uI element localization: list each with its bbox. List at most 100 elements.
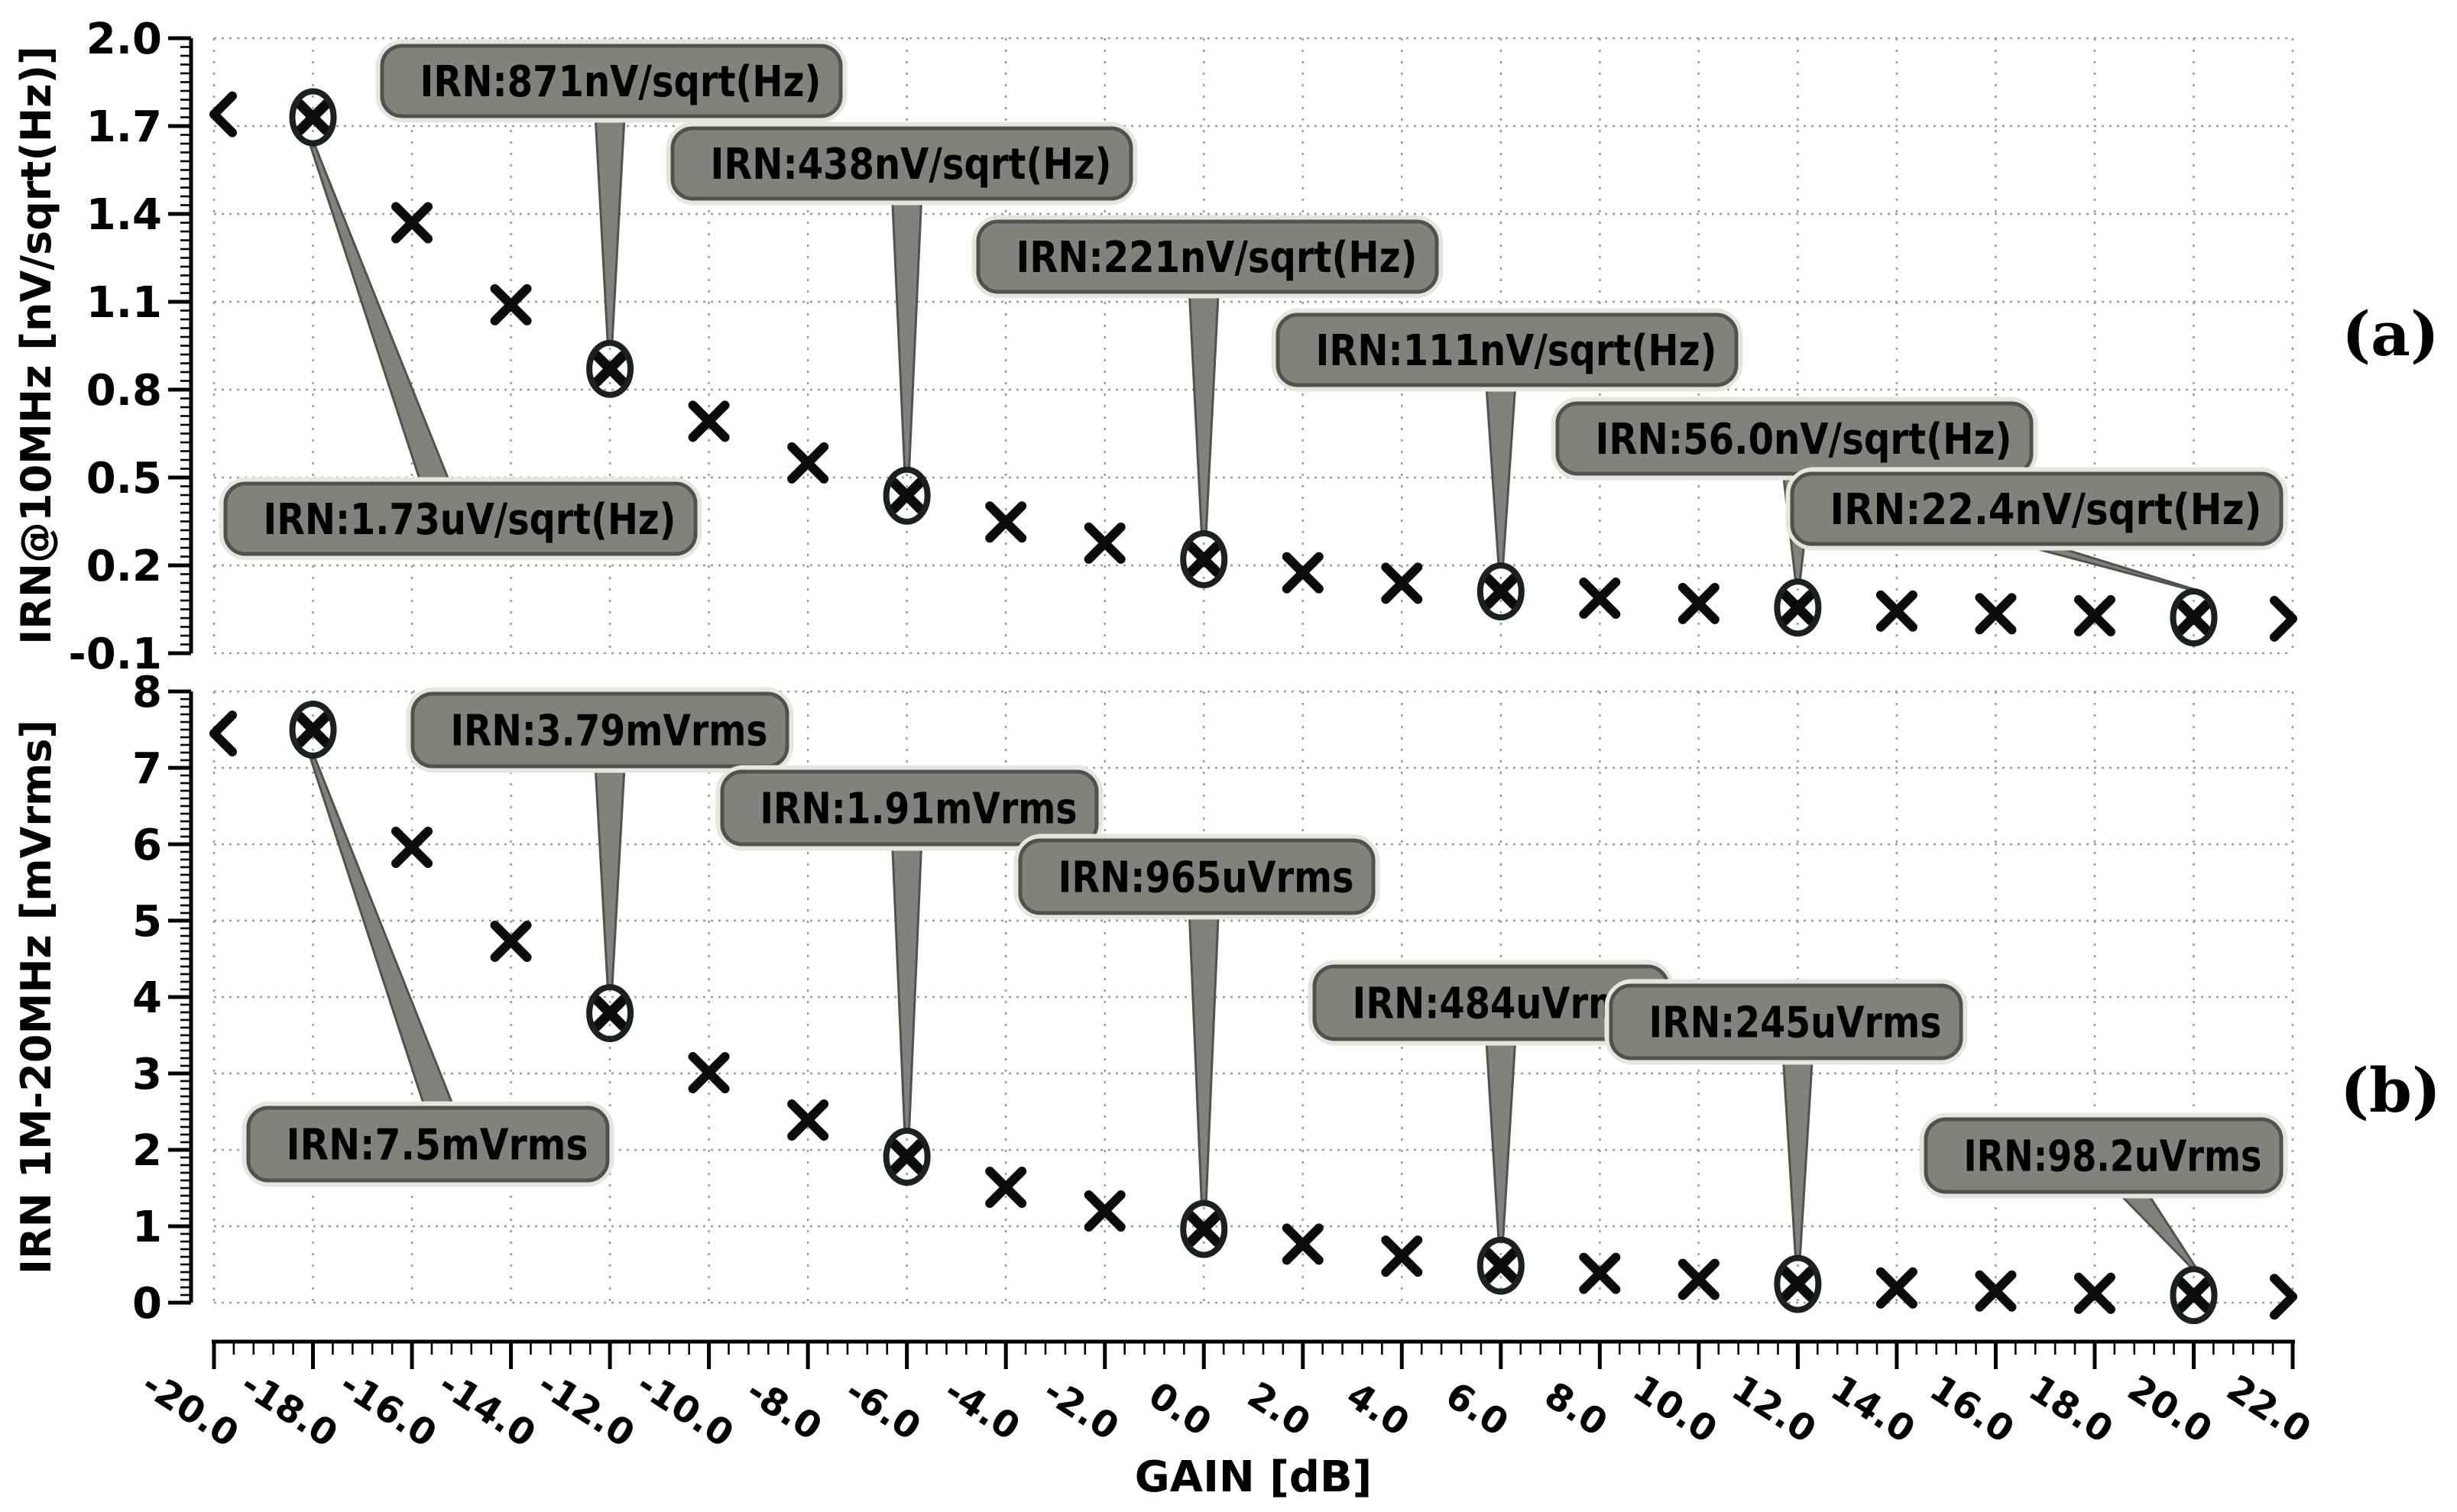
callout-box — [1609, 983, 1963, 1060]
x-marker-icon — [985, 501, 1027, 543]
x-tick-label: 6.0 — [1438, 1374, 1516, 1445]
callout-tail — [309, 757, 456, 1109]
callout-tail-layer — [309, 115, 2199, 1269]
data-point-circled — [1180, 1200, 1228, 1258]
y-tick-label: 0.8 — [86, 366, 162, 416]
callout-tail — [1188, 290, 1220, 533]
callout-label: IRN:22.4nV/sqrt(Hz) — [1830, 485, 2262, 535]
data-point — [2073, 594, 2115, 636]
callout-halo — [1919, 1112, 2288, 1199]
data-point — [1579, 577, 1621, 619]
x-marker-icon — [1975, 1270, 2017, 1312]
callout-tail — [594, 765, 626, 987]
callout-label: IRN:965uVrms — [1058, 853, 1354, 903]
x-tick-label: 2.0 — [1240, 1374, 1318, 1445]
x-marker-icon — [592, 995, 628, 1031]
y-tick-label: 0 — [132, 1279, 162, 1329]
callout-box — [1276, 312, 1739, 387]
callout-label: IRN:98.2uVrms — [1964, 1132, 2262, 1182]
x-tick-label: 4.0 — [1339, 1374, 1417, 1445]
x-marker-icon — [1579, 577, 1621, 619]
x-tick-label: -16.0 — [332, 1362, 444, 1455]
y-tick-label: 7 — [132, 744, 162, 794]
marker-ring-icon — [883, 466, 931, 525]
callout-box — [720, 769, 1099, 847]
marker-ring-icon — [1774, 1255, 1822, 1313]
data-point-circled — [1774, 1255, 1822, 1313]
x-marker-icon — [295, 99, 332, 135]
data-point — [1579, 1252, 1621, 1294]
data-point — [688, 400, 730, 442]
edge-marker-icon — [2270, 1274, 2297, 1320]
data-point — [1875, 1267, 1917, 1309]
x-marker-icon — [295, 711, 332, 748]
x-marker-icon — [1677, 1258, 1720, 1300]
y-tick-label: 3 — [132, 1050, 162, 1099]
data-point-circled — [1476, 1236, 1525, 1295]
marker-ring-icon — [1180, 1200, 1228, 1258]
callout-tail — [891, 843, 923, 1131]
y-tick-label: 8 — [132, 668, 162, 717]
x-marker-icon — [490, 283, 532, 325]
data-point — [2270, 1274, 2297, 1320]
marker-ring-icon — [586, 984, 634, 1042]
callout-label: IRN:3.79mVrms — [451, 707, 768, 756]
x-tick-label: 18.0 — [2021, 1367, 2121, 1452]
data-point — [1975, 1270, 2017, 1312]
x-marker-icon — [1185, 1211, 1222, 1247]
x-tick-label: 20.0 — [2120, 1367, 2219, 1452]
x-marker-icon — [2175, 599, 2212, 636]
x-tick-label: 0.0 — [1141, 1374, 1219, 1445]
data-point-circled — [1476, 562, 1525, 621]
marker-ring-icon — [1476, 1236, 1525, 1295]
data-point — [1677, 1258, 1720, 1300]
callout-label: IRN:245uVrms — [1649, 999, 1942, 1048]
callout-tail — [309, 145, 452, 485]
data-point — [209, 91, 237, 138]
data-point — [1282, 552, 1324, 594]
data-point — [2270, 595, 2297, 642]
x-tick-label: -14.0 — [431, 1362, 543, 1455]
x-tick-label: -4.0 — [937, 1370, 1028, 1449]
callout-halo — [219, 477, 702, 561]
x-marker-icon — [391, 202, 433, 244]
edge-marker-icon — [209, 711, 237, 756]
callout-box — [1555, 401, 2034, 476]
x-axis-title: GAIN [dB] — [1135, 1452, 1372, 1502]
callout-box — [976, 219, 1439, 294]
data-point-circled — [2170, 588, 2218, 647]
marker-ring-icon — [883, 1128, 931, 1186]
x-tick-label: 12.0 — [1724, 1367, 1823, 1452]
x-marker-icon — [1975, 593, 2017, 635]
data-point-circled — [586, 984, 634, 1042]
y-tick-label: 1.7 — [86, 102, 162, 152]
marker-ring-icon — [1774, 578, 1822, 637]
data-point-circled — [289, 88, 337, 147]
callout-halo — [241, 1101, 614, 1187]
x-marker-icon — [1875, 590, 1917, 632]
x-tick-label: 22.0 — [2219, 1367, 2319, 1452]
data-point — [1084, 522, 1126, 564]
y-tick-label: 0.2 — [86, 542, 162, 591]
y-tick-label: 1.1 — [86, 278, 162, 328]
callout-tail — [1188, 911, 1220, 1203]
data-point — [1677, 582, 1720, 624]
y-tick-label: 1.4 — [86, 190, 162, 240]
data-point — [490, 283, 532, 325]
callout-halo — [1271, 308, 1743, 392]
callout-tail — [2018, 542, 2196, 591]
x-marker-icon — [688, 1052, 730, 1093]
y-tick-label: 4 — [132, 973, 162, 1023]
callout-halo — [375, 39, 848, 123]
callout-label: IRN:1.91mVrms — [760, 785, 1078, 834]
callout-halo — [406, 687, 794, 773]
x-tick-label: -20.0 — [134, 1362, 246, 1455]
data-point-circled — [883, 466, 931, 525]
callout-label: IRN:111nV/sqrt(Hz) — [1316, 326, 1717, 376]
callout-tail — [1485, 384, 1517, 565]
callout-halo — [1604, 979, 1968, 1065]
marker-ring-icon — [1180, 529, 1228, 588]
x-marker-icon — [1282, 1223, 1324, 1265]
x-tick-label: -8.0 — [739, 1370, 830, 1449]
x-marker-icon — [391, 827, 433, 868]
